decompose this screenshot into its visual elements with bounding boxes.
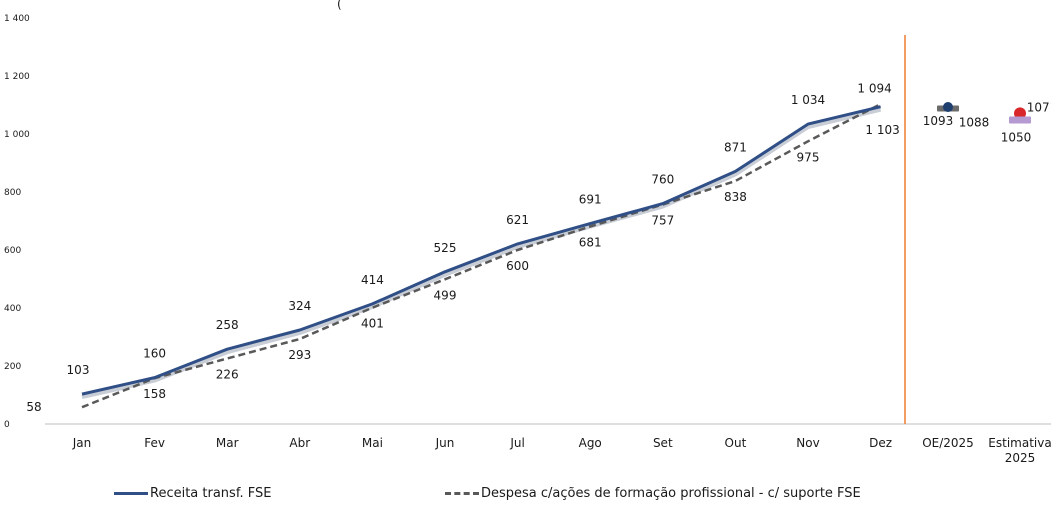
data-label-receita: 324 <box>288 299 311 313</box>
x-tick-label: Estimativa <box>988 436 1051 450</box>
data-label-receita: 160 <box>143 347 166 361</box>
data-label-despesa: 158 <box>143 387 166 401</box>
data-label-receita: 1 094 <box>857 82 891 96</box>
legend-item-receita: Receita transf. FSE <box>114 486 271 501</box>
data-label-receita: 414 <box>361 273 384 287</box>
legend-line-despesa <box>445 492 479 495</box>
data-label-despesa: 401 <box>361 317 384 331</box>
legend-label-receita: Receita transf. FSE <box>150 486 272 501</box>
data-label-despesa: 226 <box>216 367 239 381</box>
series-receita-line <box>81 105 881 396</box>
x-tick-label: Out <box>725 436 747 450</box>
x-tick-label: Jul <box>509 436 524 450</box>
data-label-despesa: 757 <box>651 213 674 227</box>
data-label-receita: 691 <box>579 193 602 207</box>
data-label-receita: 525 <box>434 241 457 255</box>
data-label-despesa: 293 <box>288 348 311 362</box>
data-label-receita: 103 <box>67 363 90 377</box>
y-tick-label: 1 200 <box>4 72 30 82</box>
x-tick-label: Fev <box>144 436 165 450</box>
marker-estimativa-receita <box>1014 107 1026 120</box>
y-tick-label: 0 <box>4 420 10 430</box>
data-label-oe-despesa: 1088 <box>959 115 990 129</box>
data-label-estimativa-despesa: 1050 <box>1001 131 1032 145</box>
x-tick-label: Abr <box>289 436 310 450</box>
x-tick-label: Ago <box>579 436 602 450</box>
x-tick-label: Mai <box>362 436 383 450</box>
data-label-despesa: 975 <box>797 150 820 164</box>
data-label-receita: 258 <box>216 318 239 332</box>
data-label-receita: 760 <box>651 173 674 187</box>
x-tick-label: Jun <box>435 436 455 450</box>
y-tick-label: 800 <box>4 188 21 198</box>
data-label-despesa: 600 <box>506 259 529 273</box>
y-tick-label: 1 000 <box>4 130 30 140</box>
marker-oe-receita <box>943 102 953 113</box>
y-tick-label: 600 <box>4 246 21 256</box>
x-tick-label: OE/2025 <box>922 436 974 450</box>
series-despesa-line <box>81 102 882 409</box>
x-tick-label: Set <box>653 436 673 450</box>
series-receita-shadow <box>81 107 882 400</box>
y-tick-label: 1 400 <box>4 14 30 24</box>
data-label-despesa: 838 <box>724 190 747 204</box>
data-label-receita: 1 034 <box>791 93 825 107</box>
x-tick-label: Nov <box>796 436 819 450</box>
legend: Receita transf. FSE Despesa c/ações de f… <box>0 486 1051 508</box>
data-label-despesa: 681 <box>579 236 602 250</box>
legend-label-despesa: Despesa c/ações de formação profissional… <box>481 486 861 501</box>
data-label-despesa: 499 <box>434 288 457 302</box>
legend-line-receita <box>114 492 148 495</box>
x-tick-label: Dez <box>869 436 892 450</box>
marker-estimativa-despesa <box>1009 116 1031 124</box>
x-tick-label: 2025 <box>1005 451 1036 465</box>
y-tick-label: 200 <box>4 362 21 372</box>
x-tick-label: Jan <box>72 436 92 450</box>
data-label-receita: 621 <box>506 213 529 227</box>
data-label-despesa: 1 103 <box>865 123 899 137</box>
data-label-oe-receita: 1093 <box>923 114 954 128</box>
data-label-despesa: 58 <box>26 400 41 414</box>
chart-title: ( <box>337 0 342 11</box>
legend-item-despesa: Despesa c/ações de formação profissional… <box>445 486 861 501</box>
chart: ( 0 200 400 600 800 1 000 1 200 1 400 Jan Fev Mar… <box>4 0 1051 465</box>
data-label-receita: 871 <box>724 140 747 154</box>
x-tick-label: Mar <box>216 436 239 450</box>
y-tick-label: 400 <box>4 304 21 314</box>
